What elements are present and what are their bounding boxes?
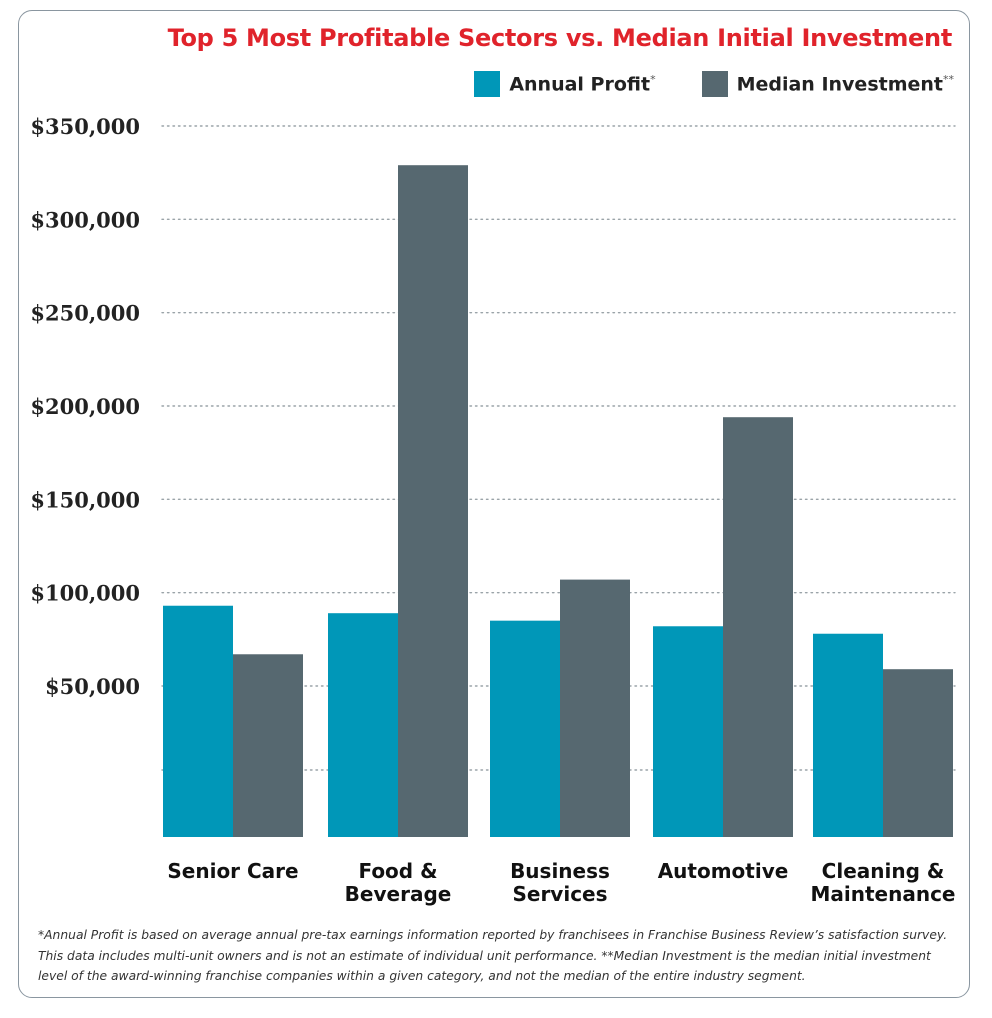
x-tick-label: Food & Beverage [345,859,452,906]
bar-median-investment [560,579,630,837]
legend-swatch-median-investment [701,71,728,97]
bar-chart: $50,000 $100,000 $150,000 $200,000 $250,000 $… [30,114,956,906]
legend-label-annual-profit: Annual Profit [509,73,651,96]
x-tick-label: Business Services [510,859,610,906]
bar-median-investment [233,654,303,837]
bar-median-investment [723,417,793,837]
bar-annual-profit [813,633,883,837]
chart-footnote: *Annual Profit is based on average annua… [38,928,948,983]
y-tick-label: $250,000 [30,301,140,326]
bar-median-investment [398,165,468,837]
y-tick-label: $350,000 [30,114,140,139]
y-tick-label: $300,000 [30,207,140,232]
chart-title: Top 5 Most Profitable Sectors vs. Median… [167,24,953,52]
x-tick-label: Automotive [658,859,789,883]
x-tick-label: Senior Care [167,859,298,883]
legend-swatch-annual-profit [474,71,501,97]
x-tick-label: Cleaning & Maintenance [810,859,955,906]
y-tick-label: $150,000 [30,487,140,512]
bar-annual-profit [328,613,398,837]
y-tick-label: $200,000 [30,394,140,419]
bar-annual-profit [163,605,233,837]
legend-item-annual-profit: Annual Profit* [474,71,656,97]
bar-annual-profit [653,626,723,837]
y-tick-label: $50,000 [45,674,140,699]
chart-legend: Annual Profit* Median Investment** [428,71,954,97]
bar-median-investment [883,669,953,837]
legend-item-median-investment: Median Investment** [701,71,954,97]
y-tick-label: $100,000 [30,581,140,606]
legend-marker-annual-profit: * [650,72,656,86]
legend-marker-median-investment: ** [943,72,954,86]
bar-annual-profit [490,620,560,837]
legend-label-median-investment: Median Investment [736,73,943,96]
